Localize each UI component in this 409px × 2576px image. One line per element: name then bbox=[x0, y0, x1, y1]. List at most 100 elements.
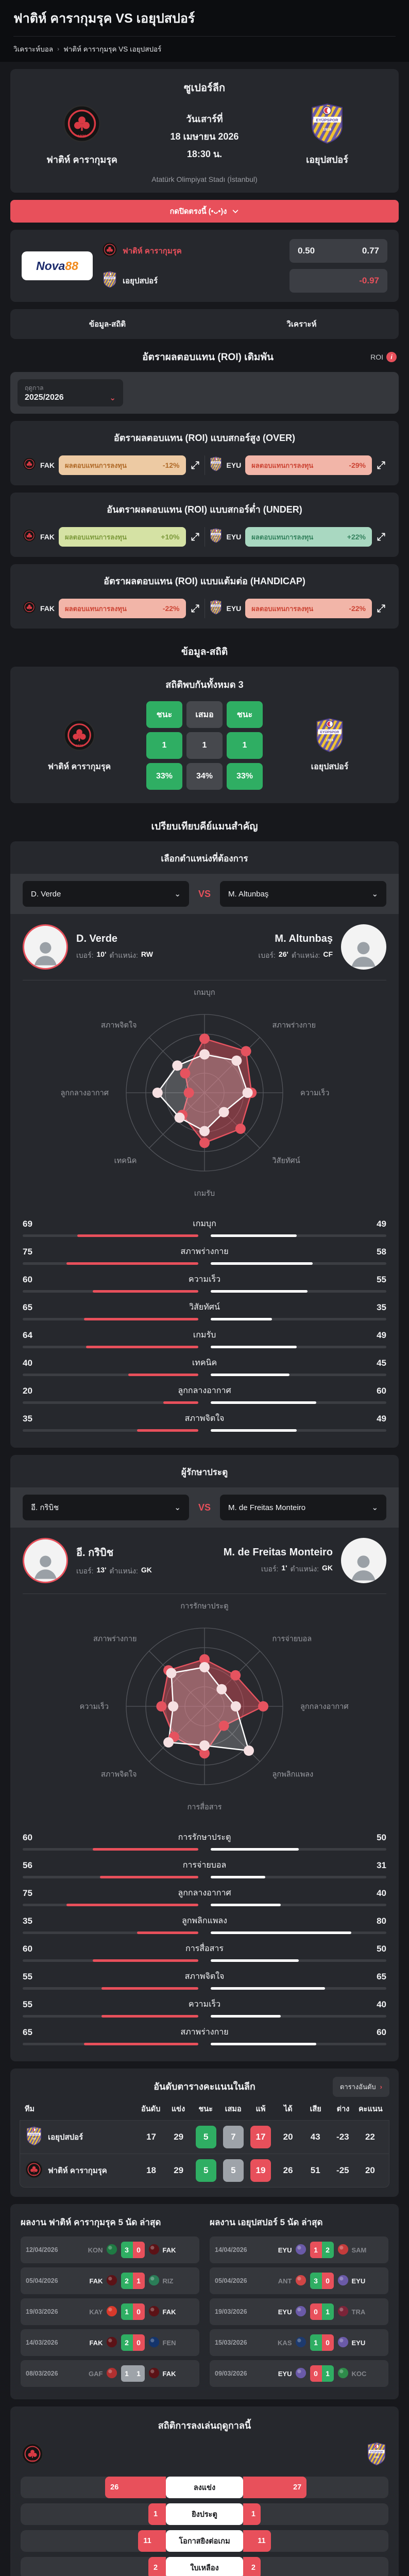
goals-for-cell: 26 bbox=[283, 2165, 293, 2175]
eyupspor-crest-icon: EYÜPSPOR 1919 bbox=[316, 718, 343, 753]
form-match-row[interactable]: 08/03/2026 GAF 1 1 FAK bbox=[21, 2360, 199, 2387]
expand-icon[interactable] bbox=[190, 603, 200, 614]
full-table-button[interactable]: ตารางอันดับ › bbox=[332, 2077, 389, 2097]
stat-row: 55 ความเร็ว 40 bbox=[23, 1994, 386, 2022]
fatih-karagumruk-crest-icon: 1926 bbox=[25, 2161, 43, 2178]
season-select-value: 2025/2026 bbox=[25, 393, 64, 402]
column-header: แข่ง bbox=[171, 2105, 185, 2113]
season-stat-row: 11 โอกาสยิงต่อเกม 11 bbox=[21, 2530, 388, 2552]
info-icon[interactable]: i bbox=[386, 352, 397, 362]
form-match-row[interactable]: 15/03/2026 KAS 1 0 EYU bbox=[210, 2329, 388, 2356]
tab-analysis[interactable]: วิเคราะห์ bbox=[286, 320, 317, 329]
home-zone: 26 bbox=[21, 2477, 166, 2498]
tab-stats[interactable]: ข้อมูล-สถิติ bbox=[89, 320, 126, 329]
svg-text:EYÜPSPOR: EYÜPSPOR bbox=[212, 604, 220, 607]
bookmaker-logo[interactable]: Nova 88 bbox=[22, 251, 93, 280]
team-abbr: FAK bbox=[40, 604, 55, 613]
expand-icon[interactable] bbox=[376, 532, 386, 542]
player-photo-icon bbox=[34, 942, 57, 965]
away-score: 2 bbox=[321, 2242, 334, 2258]
away-stat-fill bbox=[211, 2015, 281, 2018]
odds-values[interactable]: -0.97 bbox=[289, 269, 387, 293]
svg-text:1919: 1919 bbox=[374, 2456, 379, 2459]
close-banner-button[interactable]: กดปิดตรงนี้ (•ᴗ•)ง bbox=[10, 200, 399, 223]
home-stat-track bbox=[23, 2015, 198, 2018]
table-row[interactable]: 1926 ฟาติห์ คารากุมรุค 18 29 5 5 19 26 51 -25 20 bbox=[20, 2154, 389, 2188]
away-team-block: EYÜPSPOR 1919 เอยุปสปอร์ bbox=[268, 103, 386, 167]
home-stat-value: 69 bbox=[23, 1218, 32, 1229]
home-stat-bar: 2 bbox=[148, 2557, 166, 2576]
match-date: 05/04/2026 bbox=[215, 2277, 247, 2284]
fatih-karagumruk-crest-icon: 1926 bbox=[63, 719, 95, 751]
form-match-row[interactable]: 05/04/2026 ANT 3 0 EYU bbox=[210, 2267, 388, 2294]
form-match-row[interactable]: 09/03/2026 EYU 0 1 KOC bbox=[210, 2360, 388, 2387]
away-stat-value: 40 bbox=[377, 1999, 386, 2009]
home-player-select[interactable]: D. Verde ⌄ bbox=[23, 881, 189, 907]
breadcrumb-link[interactable]: วิเคราะห์บอล bbox=[13, 45, 54, 53]
home-abbr: EYU bbox=[278, 2246, 292, 2254]
season-select[interactable]: ฤดูกาล 2025/2026 ⌄ bbox=[18, 379, 123, 406]
home-stat-fill bbox=[66, 1904, 198, 1906]
home-score: 0 bbox=[310, 2303, 322, 2320]
home-stat-fill bbox=[84, 2043, 198, 2045]
home-stat-value: 75 bbox=[23, 1888, 32, 1898]
form-match-row[interactable]: 12/04/2026 KON 3 0 FAK bbox=[21, 2236, 199, 2263]
home-score: 1 bbox=[121, 2365, 133, 2382]
season-stat-row: 1 ยิงประตู 1 bbox=[21, 2503, 388, 2525]
match-date: 05/04/2026 bbox=[26, 2277, 58, 2284]
svg-text:เทคนิค: เทคนิค bbox=[114, 1157, 137, 1165]
roi-bar: ผลตอบแทนการลงทุน -29% bbox=[245, 455, 372, 475]
right-roi-half: EYÜPSPOR 1919 EYU ผลตอบแทนการลงทุน -29% bbox=[205, 455, 391, 475]
form-match-row[interactable]: 05/04/2026 FAK 2 1 RIZ bbox=[21, 2267, 199, 2294]
away-goalkeeper-select[interactable]: M. de Freitas Monteiro ⌄ bbox=[220, 1495, 387, 1520]
stat-label: สภาพจิตใจ bbox=[184, 1972, 225, 1981]
match-date: 15/03/2026 bbox=[215, 2339, 247, 2346]
stat-row: 75 สภาพร่างกาย 58 bbox=[23, 1242, 386, 1269]
form-match-row[interactable]: 19/03/2026 EYU 0 1 TRA bbox=[210, 2298, 388, 2325]
away-goalkeeper-avatar bbox=[341, 1538, 386, 1583]
form-match-row[interactable]: 14/04/2026 EYU 1 2 SAM bbox=[210, 2236, 388, 2263]
left-roi-half: 1926 FAK ผลตอบแทนการลงทุน +10% bbox=[19, 527, 204, 547]
away-stat-fill bbox=[211, 1931, 351, 1934]
home-stat-track bbox=[23, 1234, 198, 1237]
team-mini-crest-icon bbox=[337, 2367, 348, 2378]
home-stat-value: 65 bbox=[23, 2027, 32, 2037]
team-mini-crest-icon bbox=[106, 2336, 117, 2347]
home-player-summary: D. Verde เบอร์: 10' ตำแหน่ง: RW bbox=[23, 924, 153, 970]
expand-icon[interactable] bbox=[376, 460, 386, 470]
home-stat-track bbox=[23, 1959, 198, 1962]
roi-bar-label: ผลตอบแทนการลงทุน bbox=[65, 604, 127, 613]
goal-diff-cell: -23 bbox=[336, 2132, 349, 2142]
h2h-label-cell: ชนะ bbox=[227, 701, 263, 728]
home-stat-value: 40 bbox=[23, 1358, 32, 1368]
home-player-name: D. Verde bbox=[76, 933, 118, 944]
form-match-row[interactable]: 19/03/2026 KAY 1 0 FAK bbox=[21, 2298, 199, 2325]
expand-icon[interactable] bbox=[190, 460, 200, 470]
table-row[interactable]: EYÜPSPOR 1919 เอยุปสปอร์ 17 29 5 7 17 20 43 -23 22 bbox=[20, 2120, 389, 2154]
chevron-down-icon bbox=[233, 210, 238, 213]
home-score: 2 bbox=[121, 2334, 133, 2351]
roi-card: อันตราผลตอบแทน (ROI) แบบสกอร์ต่ำ (UNDER)… bbox=[10, 493, 399, 557]
odds-team-name: เอยุปสปอร์ bbox=[123, 277, 158, 285]
roi-value: -22% bbox=[349, 604, 366, 613]
stat-label: วิสัยทัศน์ bbox=[189, 1303, 220, 1312]
points-cell: 20 bbox=[365, 2165, 375, 2175]
svg-text:1926: 1926 bbox=[30, 2460, 35, 2462]
stat-pill-label: ลงแข่ง bbox=[166, 2477, 243, 2498]
away-abbr: FAK bbox=[162, 2308, 176, 2316]
home-stat-value: 60 bbox=[23, 1832, 32, 1842]
away-abbr: SAM bbox=[351, 2246, 367, 2254]
expand-icon[interactable] bbox=[190, 532, 200, 542]
match-date: 19/03/2026 bbox=[26, 2308, 58, 2315]
away-player-select[interactable]: M. Altunbaş ⌄ bbox=[220, 881, 387, 907]
stat-label: เกมบุก bbox=[193, 1219, 216, 1228]
odds-values[interactable]: 0.50 0.77 bbox=[289, 239, 387, 263]
column-header: ได้ bbox=[283, 2105, 293, 2113]
home-goalkeeper-select[interactable]: อี. กริบิช ⌄ bbox=[23, 1495, 189, 1520]
stat-label: ความเร็ว bbox=[188, 1275, 221, 1284]
expand-icon[interactable] bbox=[376, 603, 386, 614]
away-side: RIZ bbox=[148, 2275, 195, 2287]
form-match-row[interactable]: 14/03/2026 FAK 2 0 FEN bbox=[21, 2329, 199, 2356]
